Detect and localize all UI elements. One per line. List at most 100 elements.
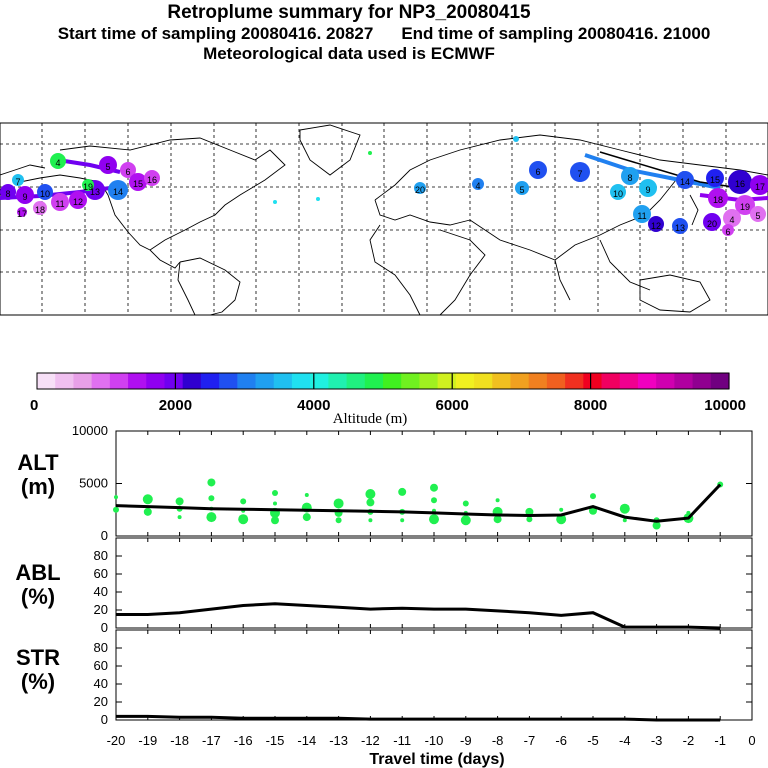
plume-circle [50, 153, 66, 169]
x-axis-title: Travel time (days) [369, 751, 504, 768]
plume-circle [750, 175, 768, 195]
chart-title: Retroplume summary for NP3_20080415 [167, 2, 531, 23]
panel-frame [115, 537, 753, 629]
colorbar-swatch [528, 373, 548, 389]
plume-day-label: 6 [725, 227, 730, 237]
colorbar-swatch [619, 373, 639, 389]
plume-day-label: 7 [577, 169, 582, 179]
plume-circle [708, 188, 728, 208]
y-tick-label: 40 [94, 584, 108, 599]
colorbar-swatch [109, 373, 129, 389]
panel-label-abl: ABL [15, 560, 60, 585]
alt-scatter-point [272, 489, 278, 496]
plume-day-label: 4 [729, 215, 734, 225]
alt-scatter-point [143, 507, 152, 516]
plume-day-label: 6 [125, 167, 130, 177]
plume-circle [633, 205, 651, 223]
plume-day-label: 12 [73, 197, 83, 207]
x-tick-label: -5 [587, 733, 599, 748]
alt-scatter-point [429, 514, 439, 525]
plume-day-label: 13 [90, 187, 100, 197]
x-tick-label: -3 [651, 733, 663, 748]
panel-label-unit: (%) [21, 584, 55, 609]
y-tick-label: 10000 [72, 423, 108, 438]
alt-scatter-point [430, 483, 438, 492]
colorbar-swatch [383, 373, 402, 389]
plume-day-label: 12 [651, 221, 661, 231]
panel-frame [115, 629, 753, 721]
plume-day-label: 4 [475, 181, 480, 191]
x-tick-label: -18 [170, 733, 189, 748]
x-tick-label: -19 [138, 733, 157, 748]
plume-day-label: 16 [735, 179, 745, 189]
plume-day-label: 10 [40, 189, 50, 199]
colorbar-swatch [200, 373, 220, 389]
alt-scatter-point [207, 478, 216, 487]
plume-circle [17, 207, 27, 217]
plume-day-label: 10 [613, 189, 623, 199]
alt-scatter-point [240, 498, 247, 505]
panel-alt: 0 5000 10000 ALT(m) [17, 423, 753, 543]
colorbar-swatch [91, 373, 111, 389]
coastlines [0, 124, 768, 316]
x-tick-label: -13 [329, 733, 348, 748]
x-tick-label: -6 [555, 733, 567, 748]
y-tick-label: 0 [101, 528, 108, 543]
y-tick-label: 60 [94, 566, 108, 581]
plume-day-label: 9 [22, 192, 27, 202]
alt-scatter-point [208, 495, 215, 502]
plume-day-label: 5 [105, 162, 110, 172]
plume-circle [703, 213, 721, 231]
colorbar-swatch [455, 373, 475, 389]
colorbar-swatch [656, 373, 675, 389]
plume-circle [728, 170, 752, 194]
colorbar-tick-label: 2000 [159, 397, 192, 414]
colorbar-swatch [546, 373, 566, 389]
plume-day-label: 15 [710, 175, 720, 185]
time-series-panels: 0500010000ALT(m)020406080ABL(%)020406080… [15, 423, 755, 768]
x-tick-label: -2 [683, 733, 695, 748]
plume-circle [37, 184, 53, 200]
x-tick-label: -4 [619, 733, 631, 748]
x-tick-label: 0 [748, 733, 755, 748]
colorbar-swatch [601, 373, 621, 389]
alt-scatter-point [333, 498, 344, 509]
alt-scatter-point [368, 518, 373, 523]
y-tick-label: 20 [94, 694, 108, 709]
alt-scatter-point [526, 516, 533, 523]
colorbar-swatch [565, 373, 584, 389]
alt-scatter-point [495, 498, 500, 503]
plume-day-label: 16 [147, 175, 157, 185]
y-tick-label: 60 [94, 658, 108, 673]
alt-scatter-point [400, 518, 405, 523]
x-tick-label: -17 [202, 733, 221, 748]
plume-day-label: 14 [113, 187, 123, 197]
colorbar-swatch [55, 373, 75, 389]
alt-scatter-point [431, 497, 437, 504]
plume-day-label: 18 [35, 205, 45, 215]
x-tick-label: -12 [361, 733, 380, 748]
y-tick-label: 20 [94, 602, 108, 617]
plume-day-label: 17 [17, 209, 27, 219]
alt-scatter-point [177, 515, 182, 520]
alt-scatter-point [304, 493, 309, 498]
plume-day-label: 13 [675, 223, 685, 233]
plume-circle [676, 171, 694, 189]
colorbar-swatch [37, 373, 56, 389]
alt-scatter-point [686, 510, 691, 515]
colorbar-tick-label: 10000 [704, 397, 746, 414]
alt-scatter-point [590, 493, 596, 500]
panel-label-unit: (%) [21, 669, 55, 694]
alt-scatter-point [302, 513, 311, 522]
plume-circle [723, 209, 741, 227]
plume-circle [129, 173, 147, 191]
alt-scatter-point [142, 494, 153, 505]
x-tick-label: -14 [297, 733, 316, 748]
colorbar-swatch [364, 373, 384, 389]
colorbar-swatch [128, 373, 147, 389]
series-line-alt [115, 483, 722, 523]
x-tick-label: -10 [425, 733, 444, 748]
colorbar-swatch [401, 373, 421, 389]
colorbar-swatch [237, 373, 257, 389]
